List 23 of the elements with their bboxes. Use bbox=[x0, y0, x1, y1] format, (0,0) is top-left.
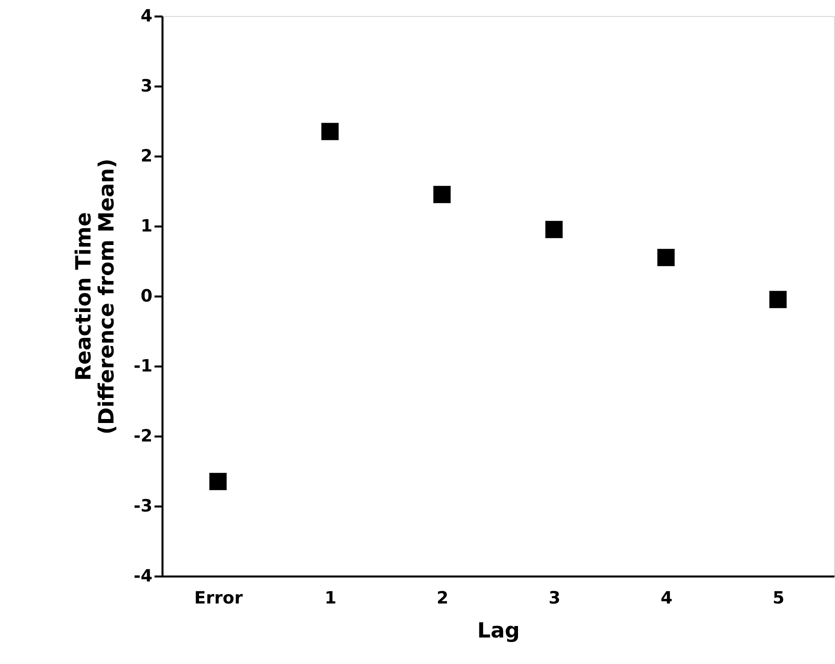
x-tick-label: 3 bbox=[548, 588, 560, 608]
y-tick-label: 4 bbox=[140, 6, 153, 26]
y-tick-label: 0 bbox=[140, 286, 153, 306]
x-axis-title: Lag bbox=[477, 618, 520, 642]
y-tick-label: 2 bbox=[140, 146, 152, 166]
point bbox=[769, 290, 787, 308]
y-tick-label: 1 bbox=[140, 216, 152, 236]
point bbox=[657, 248, 675, 266]
point bbox=[209, 472, 227, 490]
point bbox=[321, 122, 339, 140]
y-tick-label: -2 bbox=[134, 426, 152, 446]
point bbox=[545, 220, 563, 238]
x-tick-label: 5 bbox=[772, 588, 784, 608]
y-tick-label: 3 bbox=[140, 76, 152, 96]
y-tick-label: -3 bbox=[134, 496, 152, 516]
x-tick-label: 4 bbox=[660, 588, 673, 608]
x-tick-label: Error bbox=[194, 588, 244, 608]
y-tick-label: -1 bbox=[134, 356, 152, 376]
point bbox=[433, 186, 451, 204]
x-tick-label: 1 bbox=[324, 588, 336, 608]
y-axis-title: Reaction Time (Difference from Mean) bbox=[72, 158, 119, 435]
y-tick-label: -4 bbox=[134, 566, 153, 586]
x-tick-label: 2 bbox=[436, 588, 448, 608]
